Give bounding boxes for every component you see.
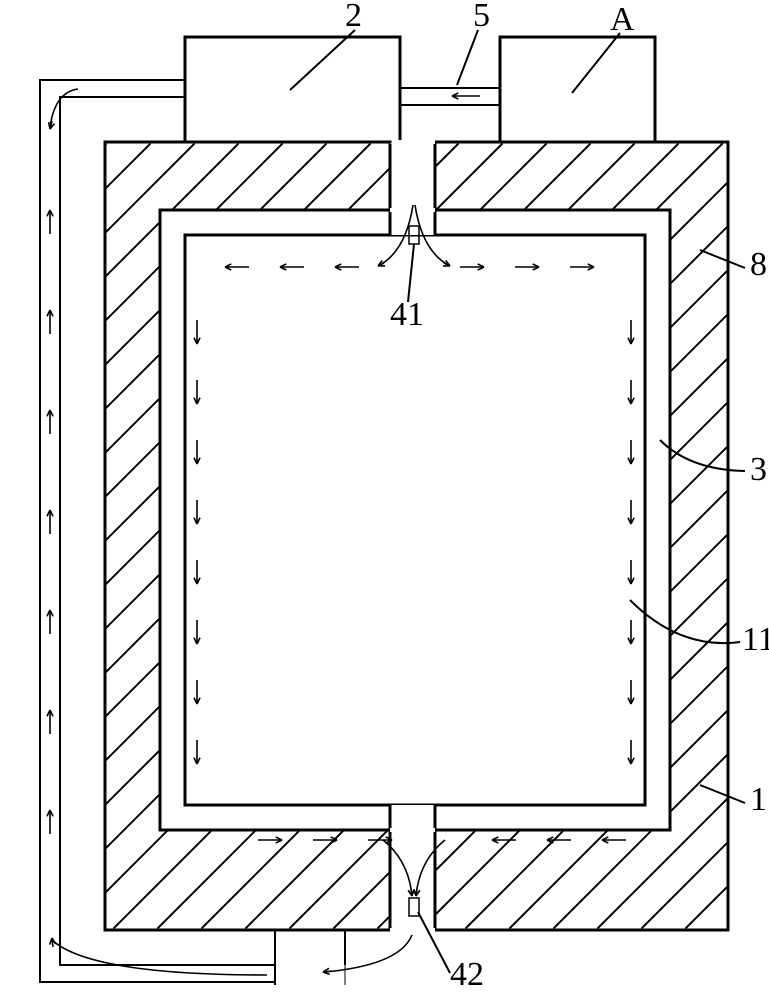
- diagram-svg: 2 5 A 8 1 41 42 3 11: [0, 0, 769, 1000]
- pump-block: [185, 37, 400, 142]
- 42-label: 42: [450, 956, 484, 993]
- 1-label: 1: [750, 781, 767, 818]
- 2-label: 2: [345, 0, 362, 34]
- A-label: A: [610, 1, 635, 38]
- reservoir-block: [500, 37, 655, 142]
- 5-label: 5: [473, 0, 490, 34]
- 11-label: 11: [742, 621, 769, 658]
- 41-label: 41: [390, 296, 424, 333]
- 8-label: 8: [750, 246, 767, 283]
- 3-label: 3: [750, 451, 767, 488]
